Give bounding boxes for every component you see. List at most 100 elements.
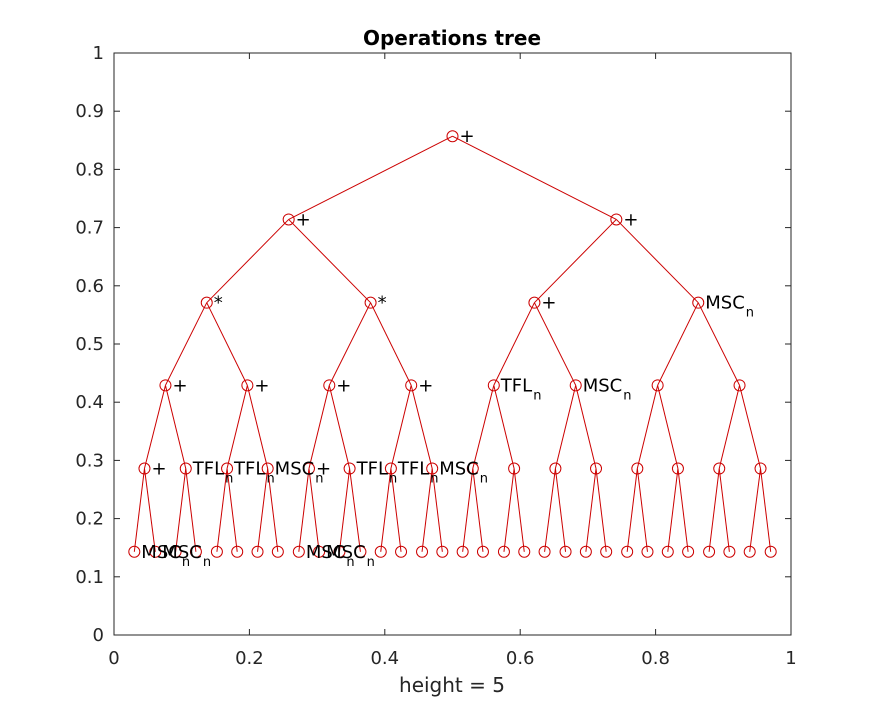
tree-edge — [338, 468, 351, 552]
tree-node — [128, 545, 141, 558]
x-tick-label: 0 — [108, 648, 119, 669]
node-label-text: MSC — [275, 459, 315, 480]
node-label-subscript: n — [315, 472, 323, 487]
node-label: + — [336, 375, 351, 396]
tree-node — [733, 379, 746, 392]
tree-edges — [133, 135, 772, 552]
node-label-text: + — [460, 126, 475, 147]
tree-edge — [452, 135, 617, 220]
y-tick-label: 0.1 — [75, 567, 104, 588]
node-label-text: TFL — [356, 459, 388, 480]
tree-node — [671, 462, 684, 475]
node-label-text: + — [151, 459, 166, 480]
tree-node — [323, 379, 336, 392]
tree-edge — [370, 302, 412, 386]
tree-edge — [462, 468, 474, 552]
tree-edge — [288, 219, 371, 304]
tree-node — [579, 545, 592, 558]
node-label-text: TFL — [192, 459, 224, 480]
node-label-text: MSC — [705, 293, 745, 314]
x-tick-label: 0.2 — [235, 648, 264, 669]
node-label: + — [254, 375, 269, 396]
tree-edge — [718, 468, 730, 552]
tree-node — [159, 379, 172, 392]
tree-edge — [390, 468, 402, 552]
y-tick-label: 0.9 — [75, 101, 104, 122]
node-label: + — [623, 209, 638, 230]
chart-title: Operations tree — [363, 26, 541, 50]
node-label-subscript: n — [389, 472, 397, 487]
tree-edge — [657, 302, 699, 386]
tree-edge — [288, 135, 453, 220]
tree-node — [487, 379, 500, 392]
node-label-text: * — [214, 293, 223, 314]
tree-edge — [298, 468, 310, 552]
tree-node — [559, 545, 572, 558]
node-label-text: MSC — [326, 542, 366, 563]
tree-edge — [328, 302, 372, 386]
tree-edge — [390, 385, 412, 469]
tree-node — [138, 462, 151, 475]
tree-edge — [708, 468, 720, 552]
node-label-text: MSC — [583, 375, 623, 396]
x-tick-label: 0.8 — [641, 648, 670, 669]
y-tick-label: 0.4 — [75, 392, 104, 413]
node-label: * — [214, 293, 223, 314]
tree-node — [456, 545, 469, 558]
node-label: + — [541, 293, 556, 314]
tree-edge — [595, 468, 607, 552]
tree-edge — [410, 385, 433, 469]
tree-node — [333, 545, 346, 558]
node-label-text: TFL — [233, 459, 265, 480]
tree-edge — [175, 468, 187, 552]
tree-edge — [544, 468, 556, 552]
node-label-text: + — [172, 375, 187, 396]
y-tick-label: 0.8 — [75, 159, 104, 180]
node-label: MSCn — [439, 459, 488, 487]
tree-edge — [143, 468, 156, 552]
node-label: TFLn — [500, 375, 542, 403]
tree-edge — [246, 385, 269, 469]
node-label: + — [316, 459, 331, 480]
tree-node — [189, 545, 202, 558]
tree-node — [149, 545, 162, 558]
node-label-text: MSC — [439, 459, 479, 480]
tree-edge — [493, 385, 515, 469]
node-label: + — [296, 209, 311, 230]
tree-edge — [133, 468, 145, 552]
node-label-subscript: n — [346, 555, 354, 570]
tree-node — [271, 545, 284, 558]
x-tick-label: 0.4 — [370, 648, 399, 669]
tree-node — [569, 379, 582, 392]
node-label-subscript: n — [182, 555, 190, 570]
node-labels: ++ +* * + MSCn+ + + + TFLn MSCn+ TFLn TFLn MSCn+ TFLn… — [141, 126, 754, 570]
tree-node — [446, 130, 459, 143]
tree-node — [343, 462, 356, 475]
tree-edge — [749, 468, 762, 552]
tree-edge — [493, 302, 535, 386]
tree-edge — [328, 385, 351, 469]
tree-node — [703, 545, 716, 558]
tree-node — [241, 379, 254, 392]
tree-edge — [185, 468, 197, 552]
x-axis-ticks: 0 0.2 0.4 0.6 0.8 1 — [108, 53, 797, 669]
tree-edge — [472, 385, 495, 469]
tree-edge — [267, 468, 279, 552]
node-label: MSCn — [141, 542, 190, 570]
tree-node — [416, 545, 429, 558]
y-tick-label: 1 — [93, 43, 104, 64]
node-label: MSCn — [705, 293, 754, 321]
node-label-text: MSC — [306, 542, 346, 563]
tree-node — [426, 462, 439, 475]
node-label-text: + — [296, 209, 311, 230]
node-label-subscript: n — [480, 472, 488, 487]
tree-edge — [308, 385, 330, 469]
tree-edge — [216, 468, 228, 552]
node-label-subscript: n — [533, 388, 541, 403]
tree-node — [200, 296, 213, 309]
node-label-subscript: n — [623, 388, 631, 403]
tree-edge — [349, 468, 361, 552]
tree-node — [302, 462, 315, 475]
tree-node — [764, 545, 777, 558]
node-label: MSCn — [162, 542, 211, 570]
